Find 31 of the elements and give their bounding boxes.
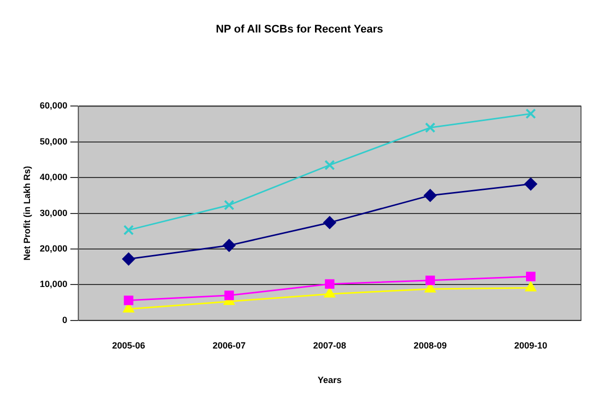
y-tick-label: 0	[62, 314, 68, 325]
y-tick-label: 60,000	[40, 100, 68, 111]
point	[324, 160, 335, 170]
point	[424, 122, 436, 133]
y-tick-label: 20,000	[40, 243, 68, 254]
x-tick-label: 2005-06	[112, 340, 146, 350]
x-tick-label: 2008-09	[414, 340, 447, 350]
point	[222, 238, 236, 252]
point	[122, 252, 136, 266]
x-tick-label: 2007-08	[313, 340, 346, 350]
point	[526, 272, 536, 282]
point	[324, 279, 334, 289]
point	[424, 188, 437, 202]
chart-title: NP of All SCBs for Recent Years	[216, 24, 384, 36]
point	[224, 290, 234, 300]
point	[525, 281, 536, 292]
y-tick-label: 40,000	[40, 172, 68, 182]
y-tick-label: 10,000	[40, 279, 68, 290]
point	[224, 200, 234, 210]
point	[525, 108, 536, 119]
point	[425, 276, 435, 286]
y-tick-label: 30,000	[40, 208, 68, 218]
x-tick-label: 2006-07	[212, 340, 246, 350]
x-axis-title: Years	[318, 375, 342, 386]
point	[323, 216, 336, 230]
point	[123, 224, 134, 236]
x-tick-label: 2009-10	[514, 340, 548, 350]
y-tick-label: 50,000	[40, 136, 68, 146]
point	[124, 296, 134, 306]
y-axis-title: Net Profit (in Lakh Rs)	[22, 166, 32, 261]
point	[524, 178, 538, 191]
